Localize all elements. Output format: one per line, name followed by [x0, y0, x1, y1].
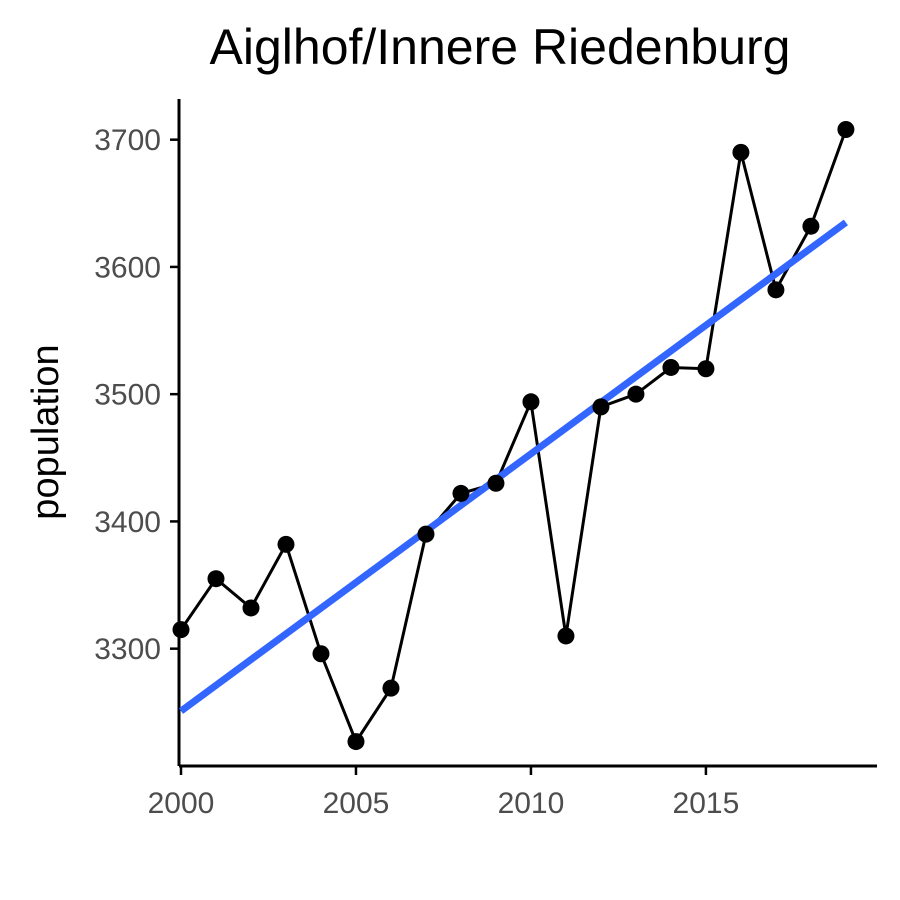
data-point — [732, 143, 750, 161]
data-point — [487, 474, 505, 492]
series-layer — [179, 128, 848, 745]
y-ticks: 3300 3400 3500 3600 3700 — [94, 124, 179, 666]
data-point — [592, 398, 610, 416]
data-point — [172, 621, 190, 639]
y-tick-label: 3300 — [94, 633, 161, 666]
data-point — [347, 733, 365, 751]
y-tick-label: 3500 — [94, 379, 161, 412]
series-line — [179, 128, 848, 745]
data-point — [312, 645, 330, 663]
x-ticks: 2000 2005 2010 2015 — [148, 766, 740, 820]
trend-line — [178, 219, 848, 714]
data-point — [417, 525, 435, 543]
x-tick-label: 2000 — [148, 787, 215, 820]
data-point — [452, 484, 470, 502]
data-point — [277, 535, 295, 553]
data-point — [697, 360, 715, 378]
data-point — [382, 679, 400, 697]
chart-title: Aiglhof/Innere Riedenburg — [210, 19, 791, 75]
data-point — [662, 358, 680, 376]
data-point — [522, 393, 540, 411]
x-tick-label: 2015 — [673, 787, 740, 820]
plot-area: 3300 3400 3500 3600 3700 2000 2005 2010 2015 — [94, 99, 877, 820]
points-layer — [172, 120, 855, 751]
data-point — [627, 385, 645, 403]
trend-layer — [178, 219, 848, 714]
data-point — [767, 281, 785, 299]
data-point — [557, 627, 575, 645]
y-tick-label: 3700 — [94, 124, 161, 157]
data-point — [207, 570, 225, 588]
x-tick-label: 2010 — [498, 787, 565, 820]
x-tick-label: 2005 — [323, 787, 390, 820]
data-point — [837, 120, 855, 138]
data-point — [242, 599, 260, 617]
y-axis-label: population — [25, 344, 67, 519]
y-tick-label: 3400 — [94, 506, 161, 539]
y-tick-label: 3600 — [94, 251, 161, 284]
data-point — [802, 217, 820, 235]
